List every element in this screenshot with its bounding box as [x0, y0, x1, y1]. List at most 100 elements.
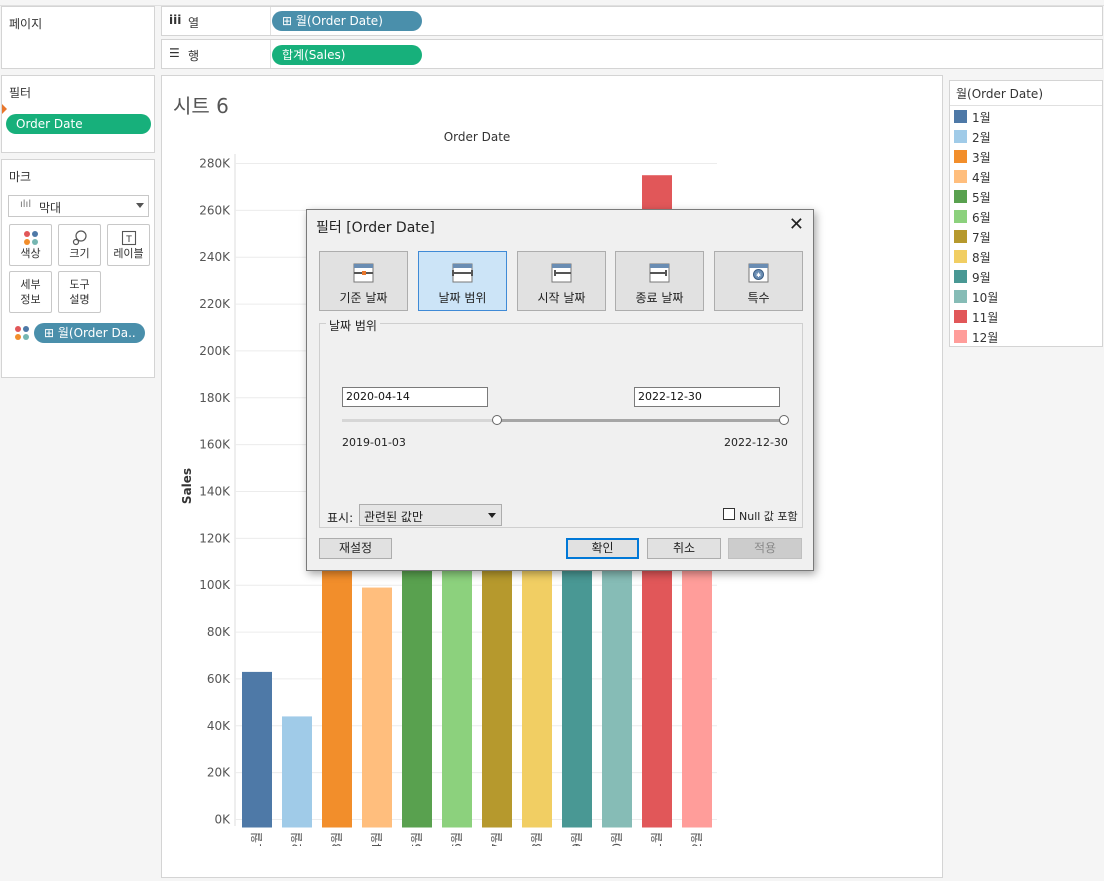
calendar-start-icon — [551, 263, 572, 283]
columns-label: 열 — [188, 16, 200, 30]
legend-divider — [950, 105, 1102, 106]
calendar-end-icon — [649, 263, 670, 283]
top-strip — [0, 0, 1104, 6]
label-button[interactable]: T 레이블 — [107, 224, 150, 266]
dialog-title: 필터 [Order Date] — [316, 220, 435, 236]
date-range-slider[interactable] — [342, 414, 789, 428]
tab-end-date[interactable]: 종료 날짜 — [615, 251, 704, 311]
slider-min-label: 2019-01-03 — [342, 436, 406, 449]
tooltip-button[interactable]: 도구 설명 — [58, 271, 101, 313]
chart-title: Order Date — [444, 130, 511, 144]
bar-1[interactable] — [242, 671, 272, 828]
y-tick-label: 240K — [199, 250, 231, 264]
color-button[interactable]: 색상 — [9, 224, 52, 266]
rows-pill[interactable]: 합계(Sales) — [272, 45, 422, 65]
y-tick-label: 120K — [199, 531, 231, 545]
color-dots-icon — [14, 325, 30, 344]
legend-card: 월(Order Date) 1월 2월 3월 4월 5월 6월 7월 8월 9월 10월 11월 12… — [949, 80, 1103, 347]
x-tick-label: 7월 — [490, 832, 504, 846]
show-values-label: 관련된 값만 — [364, 510, 424, 524]
x-tick-label: 11월 — [650, 832, 664, 846]
tab-label: 시작 날짜 — [537, 291, 586, 305]
y-tick-label: 280K — [199, 157, 231, 171]
chevron-down-icon — [488, 513, 496, 518]
ok-button[interactable]: 확인 — [566, 538, 639, 559]
legend-swatch — [954, 250, 967, 263]
text-label-icon: T — [108, 230, 149, 249]
x-tick-label: 5월 — [410, 832, 424, 846]
legend-swatch — [954, 310, 967, 323]
legend-swatch — [954, 130, 967, 143]
reset-button[interactable]: 재설정 — [319, 538, 392, 559]
start-date-input[interactable]: 2020-04-14 — [342, 387, 488, 407]
rows-pill-label: 합계(Sales) — [282, 48, 346, 62]
legend-title: 월(Order Date) — [956, 87, 1044, 101]
filters-card: 필터 Order Date — [1, 75, 155, 153]
tab-start-date[interactable]: 시작 날짜 — [517, 251, 606, 311]
tab-relative-date[interactable]: 기준 날짜 — [319, 251, 408, 311]
size-icon — [59, 230, 100, 249]
tab-label: 특수 — [747, 291, 770, 305]
color-field-label: 월(Order Da.. — [57, 326, 136, 340]
bar-2[interactable] — [282, 716, 312, 828]
y-tick-label: 180K — [199, 391, 231, 405]
end-date-input[interactable]: 2022-12-30 — [634, 387, 780, 407]
legend-swatch — [954, 230, 967, 243]
tab-special[interactable]: ✱ 특수 — [714, 251, 803, 311]
marks-card: 마크 ılıl 막대 색상 크기 T 레이블 세부 정보 도구 설명 ⊞ 월(O… — [1, 159, 155, 378]
slider-end-handle[interactable] — [779, 415, 789, 425]
legend-list: 1월 2월 3월 4월 5월 6월 7월 8월 9월 10월 11월 12월 — [950, 108, 1102, 346]
null-checkbox[interactable] — [723, 508, 735, 520]
svg-text:✱: ✱ — [756, 272, 761, 279]
pages-shelf[interactable]: 페이지 — [1, 6, 155, 69]
legend-swatch — [954, 210, 967, 223]
label-button-label: 레이블 — [113, 247, 144, 260]
x-tick-label: 12월 — [690, 832, 704, 846]
y-tick-label: 220K — [199, 297, 231, 311]
show-values-dropdown[interactable]: 관련된 값만 — [359, 504, 502, 526]
tab-date-range[interactable]: 날짜 범위 — [418, 251, 507, 311]
y-tick-label: 100K — [199, 578, 231, 592]
y-tick-label: 40K — [207, 719, 231, 733]
legend-label: 12월 — [972, 331, 999, 345]
y-axis-title: Sales — [180, 468, 194, 504]
legend-label: 8월 — [972, 251, 991, 265]
shelf-divider — [270, 40, 271, 68]
columns-shelf[interactable]: iii 열 ⊞ 월(Order Date) — [161, 6, 1103, 36]
legend-swatch — [954, 190, 967, 203]
mark-type-label: 막대 — [39, 201, 62, 215]
legend-swatch — [954, 290, 967, 303]
cancel-button[interactable]: 취소 — [647, 538, 721, 559]
legend-label: 4월 — [972, 171, 991, 185]
bar-4[interactable] — [362, 587, 392, 828]
legend-label: 7월 — [972, 231, 991, 245]
filter-pill-order-date[interactable]: Order Date — [6, 114, 151, 134]
slider-start-handle[interactable] — [491, 415, 502, 425]
detail-button[interactable]: 세부 정보 — [9, 271, 52, 313]
tooltip-button-label: 도구 설명 — [69, 278, 90, 306]
color-field-pill[interactable]: ⊞ 월(Order Da.. — [34, 323, 145, 343]
x-tick-label: 3월 — [330, 832, 344, 846]
legend-label: 2월 — [972, 131, 991, 145]
legend-label: 6월 — [972, 211, 991, 225]
pages-title: 페이지 — [9, 17, 43, 31]
rows-icon: ☰ — [169, 46, 180, 60]
color-dots-icon — [10, 230, 51, 249]
calendar-special-icon: ✱ — [748, 263, 769, 283]
close-icon[interactable]: ✕ — [788, 214, 804, 235]
legend-swatch — [954, 270, 967, 283]
rows-shelf[interactable]: ☰ 행 합계(Sales) — [161, 39, 1103, 69]
size-button[interactable]: 크기 — [58, 224, 101, 266]
x-tick-label: 2월 — [290, 832, 304, 846]
x-tick-label: 4월 — [370, 832, 384, 846]
sheet-title: 시트 6 — [173, 94, 229, 118]
apply-button[interactable]: 적용 — [728, 538, 802, 559]
y-tick-label: 80K — [207, 625, 231, 639]
y-tick-label: 200K — [199, 344, 231, 358]
y-tick-label: 0K — [214, 813, 231, 827]
columns-pill[interactable]: ⊞ 월(Order Date) — [272, 11, 422, 31]
color-button-label: 색상 — [20, 247, 41, 260]
columns-pill-label: 월(Order Date) — [295, 14, 383, 28]
mark-type-dropdown[interactable]: ılıl 막대 — [8, 195, 149, 217]
filter-pill-label: Order Date — [16, 117, 83, 131]
